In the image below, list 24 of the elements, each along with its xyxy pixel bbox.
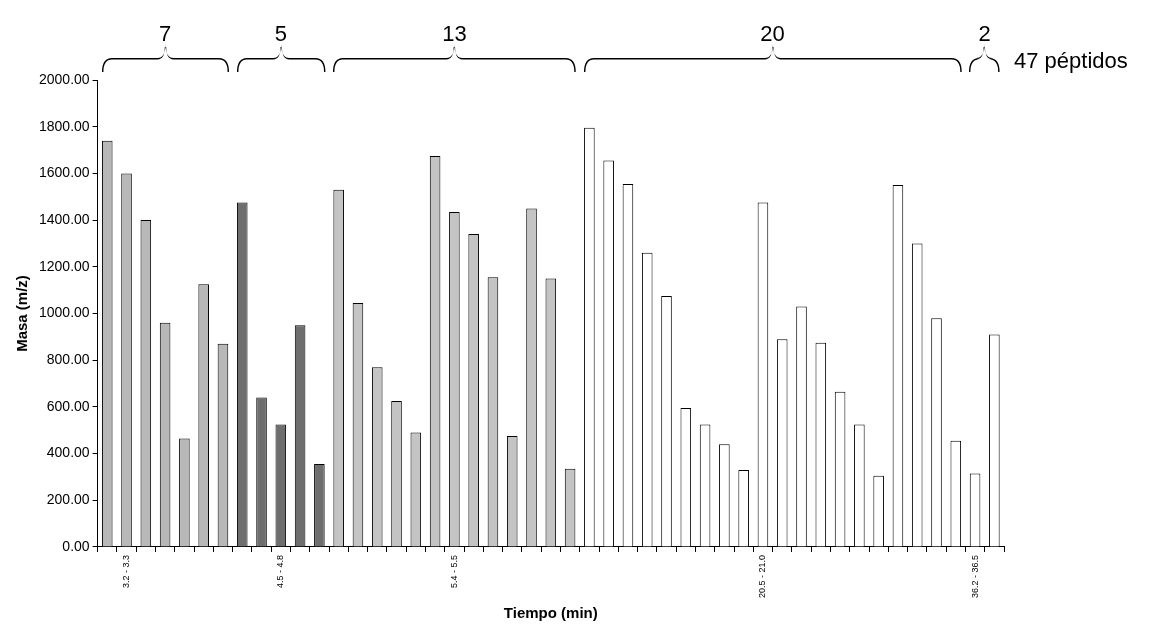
y-tick-label: 600.00 [46,397,90,414]
text: 2 [978,21,991,47]
x-tick-label: 3.2 - 3.3 [121,554,132,588]
y-axis-title: Masa (m/z) [13,275,31,352]
y-tick-label: 0.00 [62,537,90,554]
y-tick-label: 1800.00 [39,117,90,134]
x-axis-title: Tiempo (min) [503,604,598,622]
x-tick-label: 20.5 - 21.0 [757,554,768,598]
x-tick-label: 5.4 - 5.5 [448,554,459,588]
y-tick-label: 400.00 [46,444,90,461]
text: 7 [158,21,172,47]
text: 5 [274,21,287,47]
x-tick-label: 4.5 - 4.8 [275,554,286,588]
text: 13 [442,21,467,47]
y-tick-label: 1400.00 [39,210,90,227]
y-tick-label: 200.00 [46,491,90,508]
y-tick-label: 800.00 [46,351,90,368]
y-tick-label: 1000.00 [39,304,90,321]
x-tick-label: 36.2 - 36.5 [969,554,980,598]
y-tick-label: 1600.00 [39,164,90,181]
text: 47 péptidos [1014,48,1128,74]
text: 20 [760,21,785,47]
y-tick-label: 2000.00 [39,70,90,87]
y-tick-label: 1200.00 [39,257,90,274]
